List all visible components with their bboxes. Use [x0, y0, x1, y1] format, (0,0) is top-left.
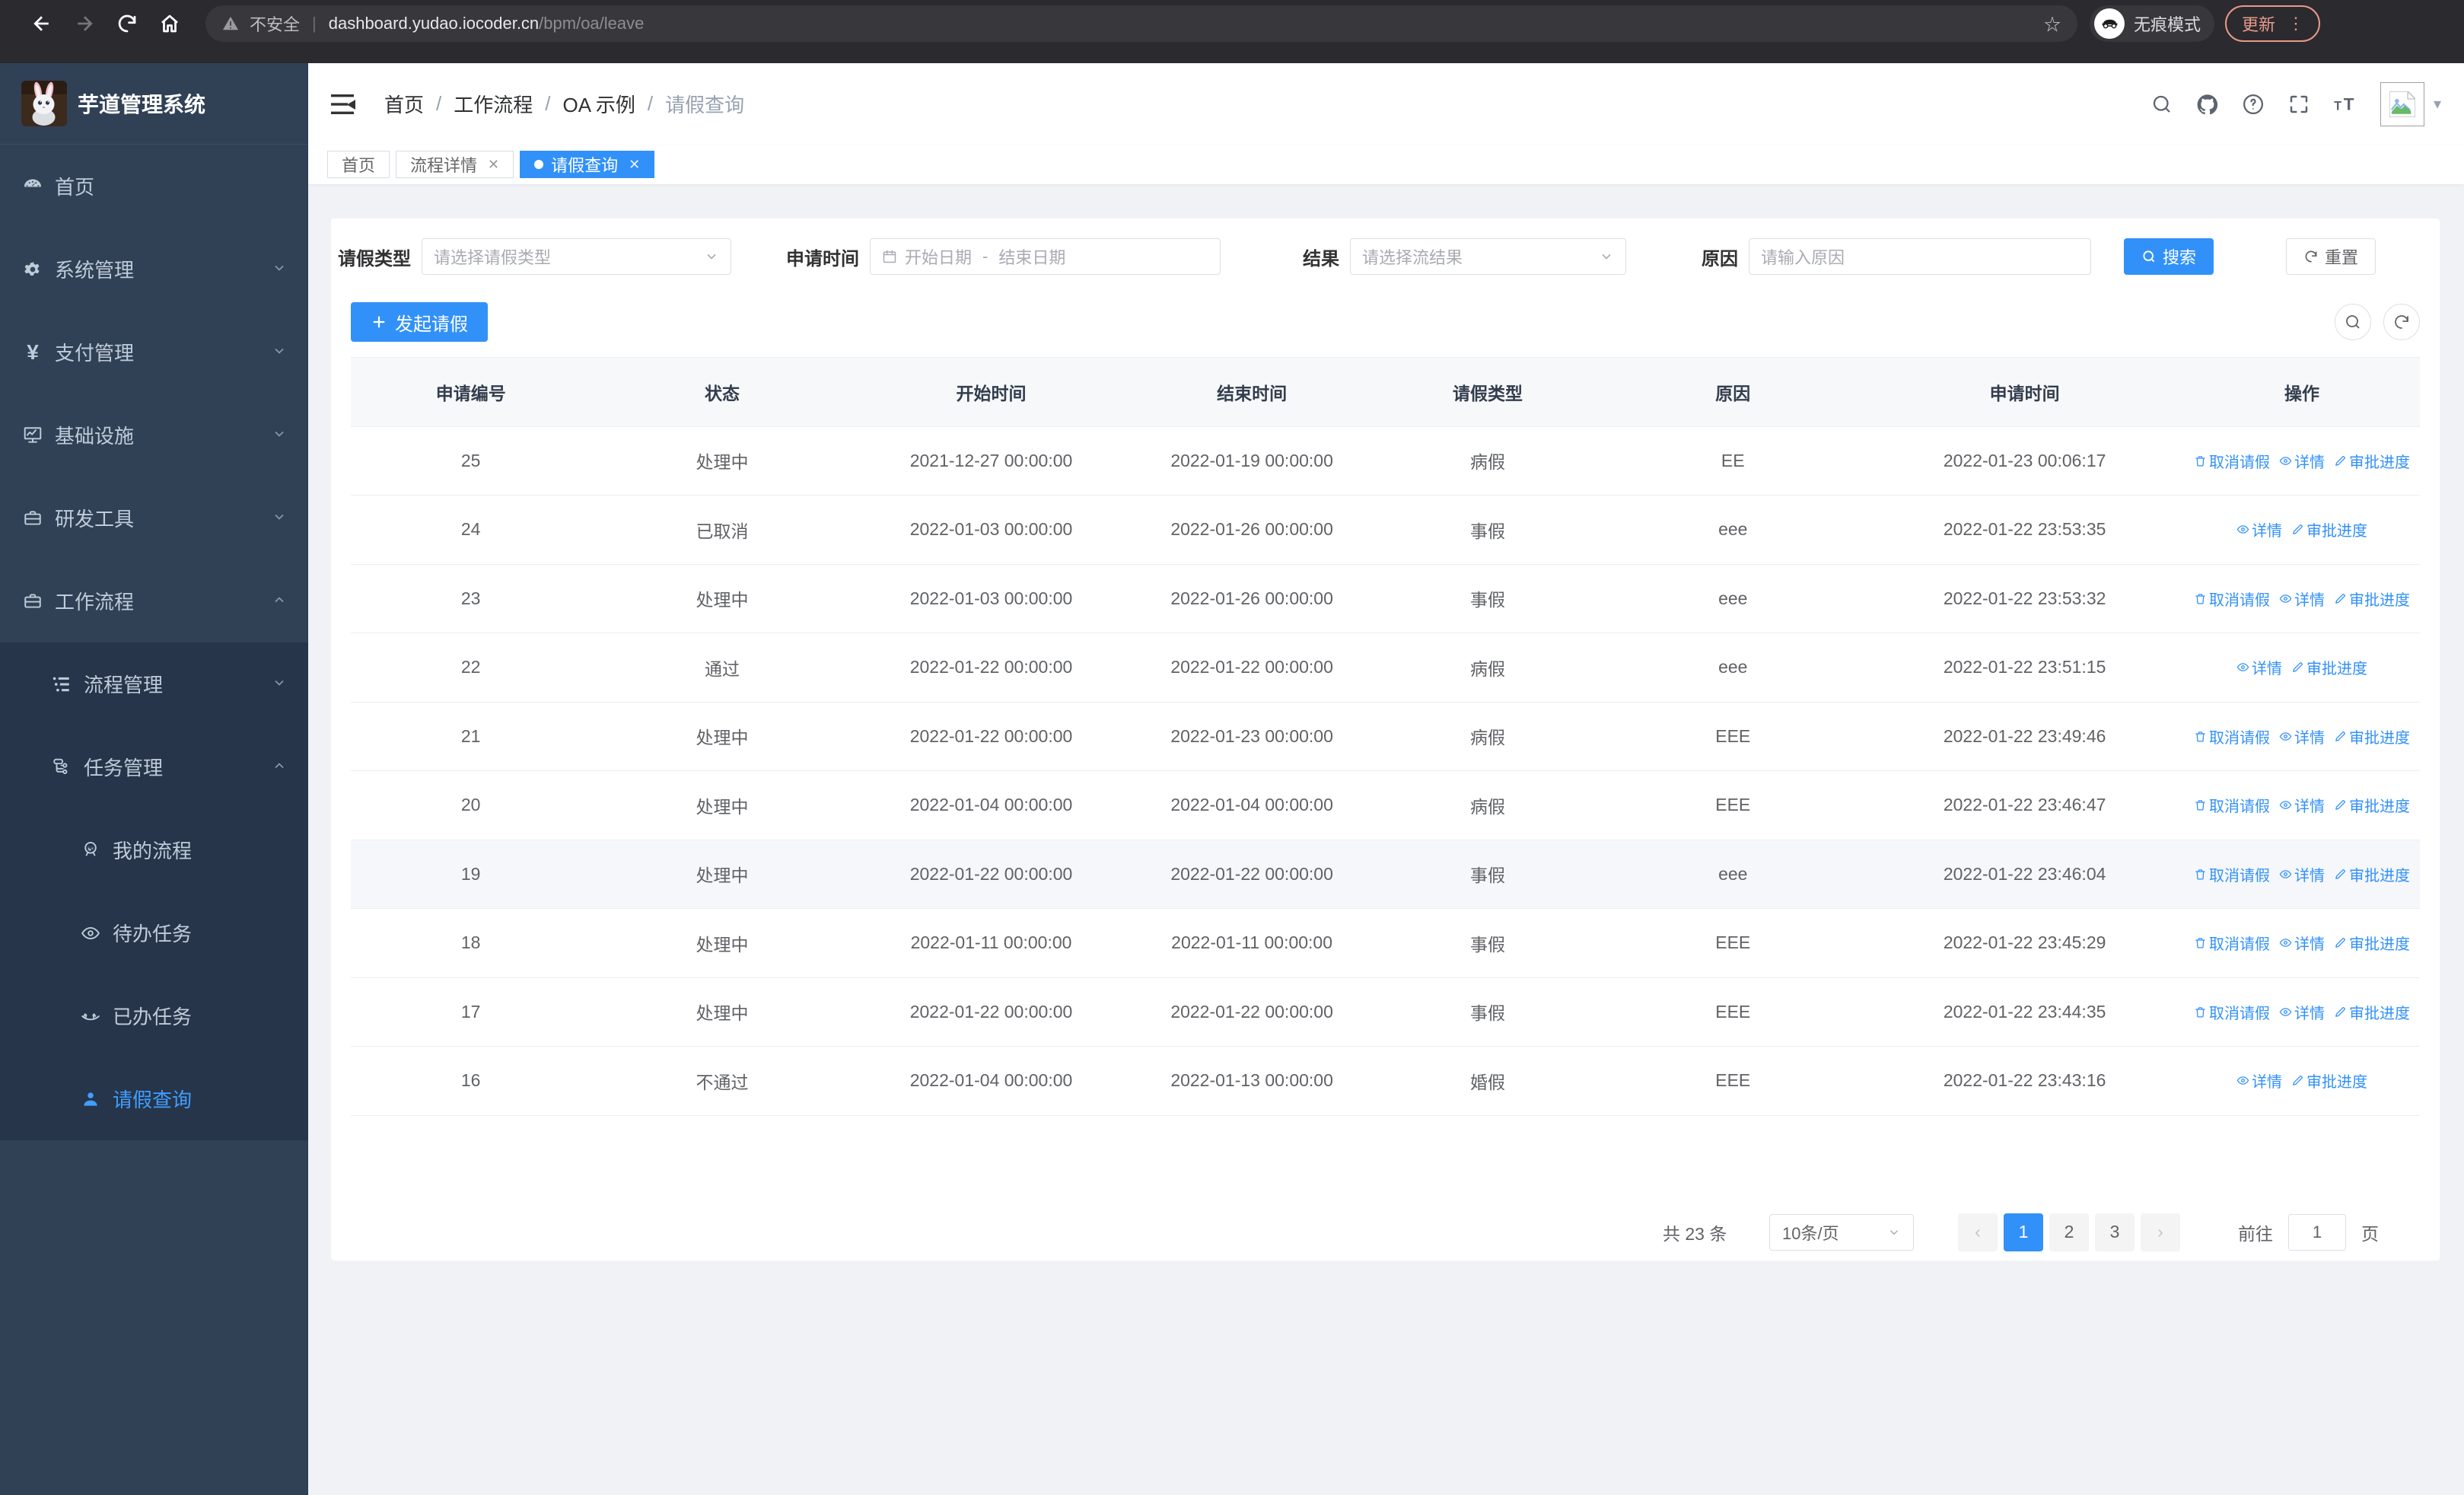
svg-text:T: T [2344, 94, 2354, 113]
svg-text:T: T [2334, 99, 2341, 113]
